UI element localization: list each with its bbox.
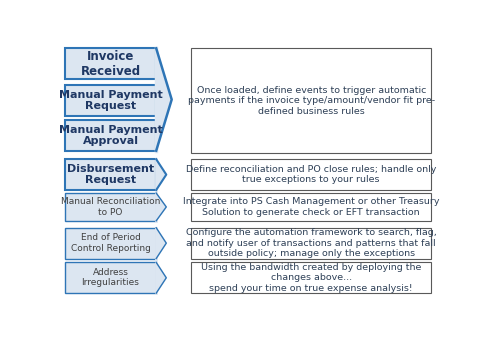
Bar bbox=[191, 48, 431, 153]
Bar bbox=[65, 263, 156, 293]
Text: Manual Reconciliation
to PO: Manual Reconciliation to PO bbox=[61, 197, 160, 217]
Bar bbox=[191, 228, 431, 258]
Text: Using the bandwidth created by deploying the
changes above...
spend your time on: Using the bandwidth created by deploying… bbox=[201, 263, 421, 293]
Text: Address
Irregularities: Address Irregularities bbox=[81, 268, 139, 287]
Text: Manual Payment
Request: Manual Payment Request bbox=[58, 90, 162, 111]
Bar bbox=[65, 228, 156, 258]
Polygon shape bbox=[156, 193, 166, 221]
Text: Manual Payment
Approval: Manual Payment Approval bbox=[58, 125, 162, 146]
Bar bbox=[65, 120, 156, 151]
Bar bbox=[191, 263, 431, 293]
Text: Integrate into PS Cash Management or other Treasury
Solution to generate check o: Integrate into PS Cash Management or oth… bbox=[183, 197, 439, 217]
Bar bbox=[65, 48, 156, 79]
Bar bbox=[191, 159, 431, 190]
Text: Invoice
Received: Invoice Received bbox=[80, 50, 141, 78]
Polygon shape bbox=[156, 263, 166, 293]
Polygon shape bbox=[156, 159, 166, 190]
Text: End of Period
Control Reporting: End of Period Control Reporting bbox=[71, 234, 150, 253]
Bar bbox=[65, 193, 156, 221]
Bar bbox=[65, 85, 156, 116]
Text: Define reconciliation and PO close rules; handle only
true exceptions to your ru: Define reconciliation and PO close rules… bbox=[186, 165, 436, 184]
Text: Configure the automation framework to search, flag,
and notify user of transacti: Configure the automation framework to se… bbox=[186, 228, 436, 258]
Text: Once loaded, define events to trigger automatic
payments if the invoice type/amo: Once loaded, define events to trigger au… bbox=[187, 86, 435, 116]
Bar bbox=[65, 159, 156, 190]
Bar bbox=[191, 193, 431, 221]
Polygon shape bbox=[156, 48, 172, 151]
Text: Disbursement
Request: Disbursement Request bbox=[67, 164, 154, 185]
Polygon shape bbox=[156, 228, 166, 258]
